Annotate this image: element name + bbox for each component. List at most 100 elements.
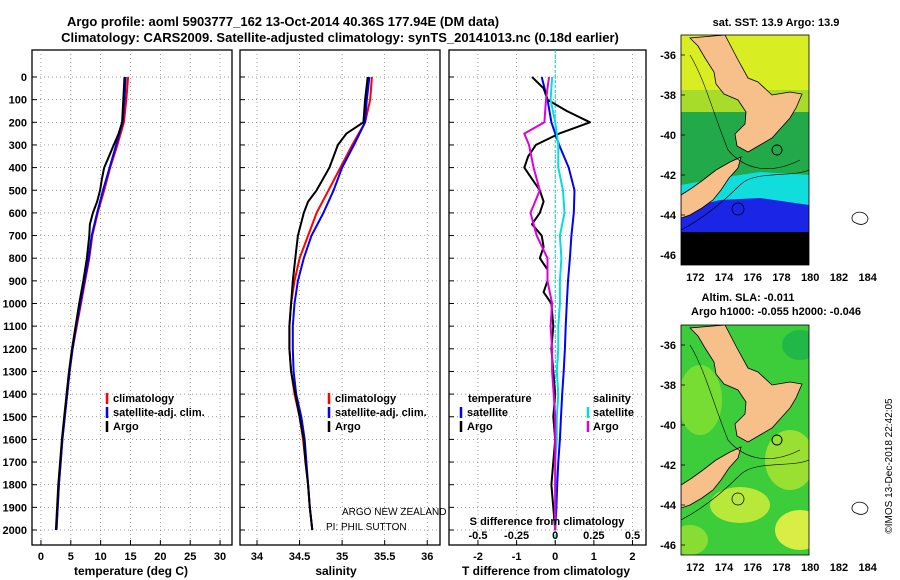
- map-lon-label: 184: [858, 562, 877, 574]
- depth-tick-label: 100: [9, 95, 27, 107]
- depth-tick-label: 200: [9, 117, 27, 129]
- chatham-island-outline-2: [851, 501, 869, 515]
- salinity-legend: climatology satellite-adj. clim. Argo: [327, 393, 427, 433]
- sst-ocean-black: [681, 232, 809, 265]
- map-lon-label: 182: [830, 272, 848, 284]
- bathymetry-contour: [681, 459, 809, 521]
- depth-tick-label: 1500: [3, 412, 27, 424]
- north-island-land: [689, 35, 803, 153]
- legend-label: satellite: [467, 407, 508, 419]
- map-lon-label: 174: [715, 272, 734, 284]
- sst-map-panel: sat. SST: 13.9 Argo: 13.9 172 174 176 178 18…: [660, 17, 878, 284]
- temperature-satellite-difference-line: [540, 76, 576, 531]
- map-lon-label: 178: [772, 272, 790, 284]
- argo-position-marker: [771, 144, 783, 156]
- depth-tick-label: 1600: [3, 434, 27, 446]
- x-tick-label: 34: [251, 551, 264, 563]
- sla-map-title: Altim. SLA: -0.011: [702, 292, 795, 304]
- map-lon-label: 178: [772, 562, 790, 574]
- salinity-climatology-line: [288, 76, 373, 531]
- depth-tick-label: 700: [9, 231, 27, 243]
- x-tick-label: 2: [629, 551, 635, 563]
- legend-label: Argo: [335, 421, 361, 433]
- sla-map-subtitle: Argo h1000: -0.055 h2000: -0.046: [691, 306, 861, 318]
- bathymetry-contour: [689, 54, 801, 170]
- sla-patch-6: [782, 330, 809, 360]
- map-lon-label: 176: [744, 272, 762, 284]
- depth-tick-label: 1700: [3, 457, 27, 469]
- sla-patch-4: [775, 510, 809, 550]
- map-lat-label: -38: [660, 90, 676, 102]
- map-lat-label: -38: [660, 380, 676, 392]
- south-island-land: [681, 156, 742, 219]
- depth-tick-label: 400: [9, 163, 27, 175]
- legend-label: Argo: [113, 421, 139, 433]
- south-island-land: [681, 446, 742, 509]
- x-tick-label: 0: [552, 551, 558, 563]
- depth-tick-label: 1400: [3, 389, 27, 401]
- argo-program-label: ARGO NEW ZEALAND: [342, 507, 446, 518]
- x-tick-label: 0: [38, 551, 44, 563]
- legend-label: climatology: [335, 393, 397, 405]
- temperature-xlabel: temperature (deg C): [74, 564, 188, 578]
- map-lat-label: -36: [660, 340, 676, 352]
- legend-label: satellite-adj. clim.: [335, 407, 427, 419]
- temperature-argo-difference-line: [523, 76, 591, 531]
- x-tick-label: 34.5: [289, 551, 310, 563]
- top-x-tick-label: 0.25: [583, 530, 604, 542]
- difference-panel: -2 -1 0 1 2 -0.5 -0.25 0 0.25 0.5 T difference fr…: [448, 49, 647, 578]
- x-tick-label: 35: [336, 551, 348, 563]
- depth-tick-label: 1100: [3, 321, 27, 333]
- sla-patch-5: [681, 525, 708, 555]
- difference-bottom-xlabel: T difference from climatology: [462, 564, 630, 578]
- depth-tick-label: 1900: [3, 502, 27, 514]
- map-lat-label: -40: [660, 420, 676, 432]
- map-lon-label: 182: [830, 562, 848, 574]
- difference-legend: temperature salinity satellite Argo satellit…: [459, 393, 634, 433]
- sst-ocean-blue: [681, 198, 809, 235]
- map-lon-label: 174: [715, 562, 734, 574]
- legend-label: Argo: [467, 421, 493, 433]
- chatham-island-outline: [851, 211, 869, 225]
- legend-label: satellite: [593, 407, 634, 419]
- depth-tick-label: 300: [9, 140, 27, 152]
- x-tick-label: 1: [591, 551, 597, 563]
- bathymetry-feature: [731, 202, 745, 216]
- map-lat-label: -44: [660, 210, 677, 222]
- map-lat-label: -40: [660, 130, 676, 142]
- argo-position-marker: [771, 434, 783, 446]
- salinity-plot-frame: [239, 49, 441, 546]
- bathymetry-contour: [681, 169, 809, 231]
- temperature-plot-frame: [31, 49, 233, 546]
- sla-map-panel: Altim. SLA: -0.011 Argo h1000: -0.055 h2…: [660, 292, 878, 574]
- map-lon-label: 180: [801, 272, 819, 284]
- argo-pi-label: PI: PHIL SUTTON: [326, 522, 407, 533]
- chart-title-line1: Argo profile: aoml 5903777_162 13-Oct-20…: [67, 14, 499, 29]
- legend-label: climatology: [113, 393, 175, 405]
- map-lat-label: -44: [660, 500, 677, 512]
- sla-map-frame: [680, 324, 810, 556]
- x-tick-label: 5: [68, 551, 74, 563]
- depth-tick-label: 0: [21, 72, 27, 84]
- map-lat-label: -46: [660, 250, 676, 262]
- x-tick-label: 20: [154, 551, 166, 563]
- depth-tick-label: 1200: [3, 344, 27, 356]
- difference-plot-frame: [448, 49, 647, 546]
- depth-tick-label: 900: [9, 276, 27, 288]
- depth-tick-label: 1300: [3, 366, 27, 378]
- sst-map-frame: [680, 34, 810, 266]
- sst-map-title: sat. SST: 13.9 Argo: 13.9: [713, 17, 840, 29]
- legend-label: Argo: [593, 421, 619, 433]
- map-lon-label: 180: [801, 562, 819, 574]
- depth-tick-label: 600: [9, 208, 27, 220]
- bathymetry-contour: [689, 344, 801, 460]
- salinity-argo-difference-line: [523, 76, 557, 530]
- difference-top-xlabel: S difference from climatology: [470, 516, 626, 528]
- top-x-tick-label: 0: [552, 530, 558, 542]
- legend-title-salinity: salinity: [593, 393, 632, 405]
- x-tick-label: 30: [214, 551, 226, 563]
- map-lat-label: -46: [660, 540, 676, 552]
- depth-tick-label: 2000: [3, 525, 27, 537]
- map-lon-label: 172: [686, 272, 704, 284]
